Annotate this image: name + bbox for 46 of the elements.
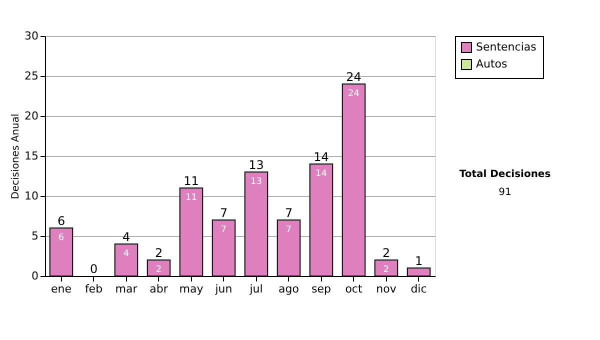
text: Total Decisiones [459,169,551,180]
x-tick-label: abr [150,282,168,296]
text: 91 [498,187,512,198]
total-label: 2 [154,246,163,260]
y-tick-label: 25 [24,70,38,82]
x-tick-label: feb [84,282,103,296]
x-tick-label: nov [376,282,397,296]
total-label: 1 [414,254,423,268]
x-tick-label: may [179,282,204,296]
y-tick-label: 5 [32,230,38,242]
total-label: 4 [122,230,130,244]
x-tick-label: ene [50,282,72,296]
data-label: 11 [186,193,197,203]
data-label: 4 [123,249,130,259]
data-label: 2 [156,265,162,275]
total-label: 0 [90,262,98,276]
total-label: 11 [184,174,199,188]
x-tick-label: oct [345,282,363,296]
data-label: 24 [348,89,360,99]
y-tick-label: 15 [24,150,38,162]
x-tick-label: jul [248,282,263,296]
legend-label: Autos [476,58,508,70]
total-label: 6 [57,214,66,228]
data-label: 6 [58,233,64,243]
x-tick-label: dic [410,282,427,296]
data-label: 7 [286,225,292,235]
x-tick-label: sep [312,282,332,296]
data-label: 14 [316,169,328,179]
y-tick-label: 20 [24,110,38,122]
y-tick-label: 10 [24,190,38,202]
legend-label: Sentencias [476,40,537,54]
data-label: 7 [220,225,227,235]
total-label: 14 [314,150,329,164]
total-label: 13 [248,158,264,172]
total-label: 7 [284,206,293,220]
x-tick-label: ago [278,282,300,296]
x-tick-label: jun [214,282,232,296]
total-label: 24 [346,70,362,84]
total-label: 2 [382,246,390,260]
total-label: 7 [220,206,228,220]
data-label: 13 [250,177,262,187]
y-tick-label: 30 [24,30,38,42]
y-axis-title: Decisiones Anual [10,114,22,200]
x-tick-label: mar [115,282,138,296]
data-label: 2 [383,265,390,275]
y-tick-label: 0 [32,270,38,282]
